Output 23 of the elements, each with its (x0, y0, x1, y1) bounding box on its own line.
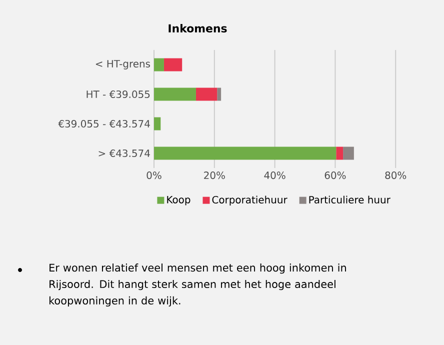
bar (343, 146, 354, 160)
bar (154, 58, 164, 72)
y-tick-label: HT - €39.055 (86, 90, 150, 98)
x-tick-label: 40% (264, 172, 286, 180)
legend-label: Corporatiehuur (212, 196, 288, 206)
bar (336, 146, 344, 160)
text: Er wonen relatief veel mensen met een hoog inkomen in Rijsoord. Dit hangt sterk samen met het hoge aandeel koopwoningen in de wijk. (49, 264, 346, 307)
x-tick-label: 60% (324, 172, 346, 180)
x-tick-label: 0% (146, 172, 162, 180)
chart-title: Inkomens (168, 24, 227, 33)
bar (154, 117, 161, 130)
x-tick-label: 80% (385, 172, 406, 180)
y-tick-label: €39.055 - €43.574 (58, 120, 150, 128)
bar (164, 58, 182, 72)
bar (217, 88, 222, 101)
bar (154, 146, 336, 160)
bar (196, 88, 218, 101)
x-tick-label: 20% (204, 172, 225, 180)
bar (154, 88, 196, 101)
legend-label: Koop (167, 196, 190, 206)
y-tick-label: < HT-grens (96, 60, 150, 70)
legend-label: Particuliere huur (309, 196, 390, 204)
y-tick-label: > €43.574 (98, 149, 150, 158)
